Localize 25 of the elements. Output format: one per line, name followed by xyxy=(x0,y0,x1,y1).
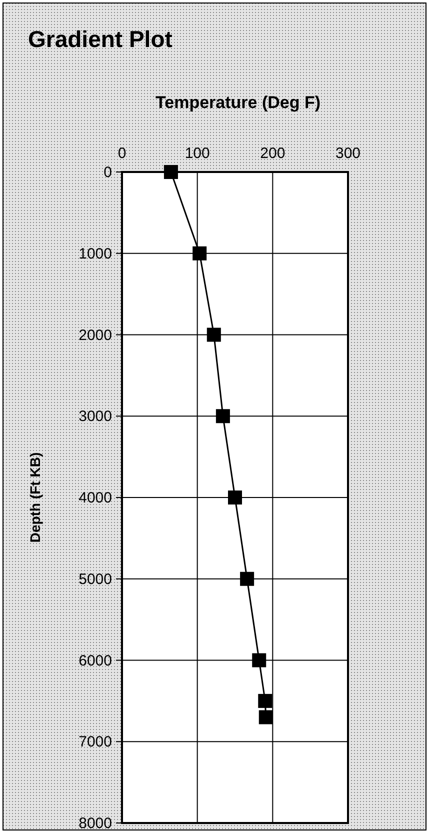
y-tick-label: 8000 xyxy=(78,815,112,832)
point xyxy=(258,694,272,708)
y-tick-label: 2000 xyxy=(78,326,112,344)
x-tick-label: 200 xyxy=(260,145,286,162)
point xyxy=(216,409,230,424)
y-tick-label: 1000 xyxy=(78,245,112,262)
x-tick-label: 0 xyxy=(118,145,126,162)
point xyxy=(258,710,273,724)
y-axis-title: Depth (Ft KB) xyxy=(27,452,43,543)
x-axis-title: Temperature (Deg F) xyxy=(156,93,320,112)
point xyxy=(252,653,266,668)
x-tick-label: 300 xyxy=(335,145,361,162)
y-tick-label: 7000 xyxy=(78,734,112,751)
y-tick-label: 3000 xyxy=(78,408,112,426)
point xyxy=(206,328,221,342)
y-tick-label: 5000 xyxy=(78,570,112,588)
y-tick-label: 6000 xyxy=(78,652,112,670)
point xyxy=(240,572,254,586)
point xyxy=(192,246,207,260)
y-tick-label: 4000 xyxy=(78,490,112,506)
point xyxy=(228,490,242,504)
y-tick-label: 0 xyxy=(104,164,112,181)
chart-title: Gradient Plot xyxy=(28,26,173,52)
point xyxy=(164,165,178,179)
x-tick-label: 100 xyxy=(184,145,210,162)
